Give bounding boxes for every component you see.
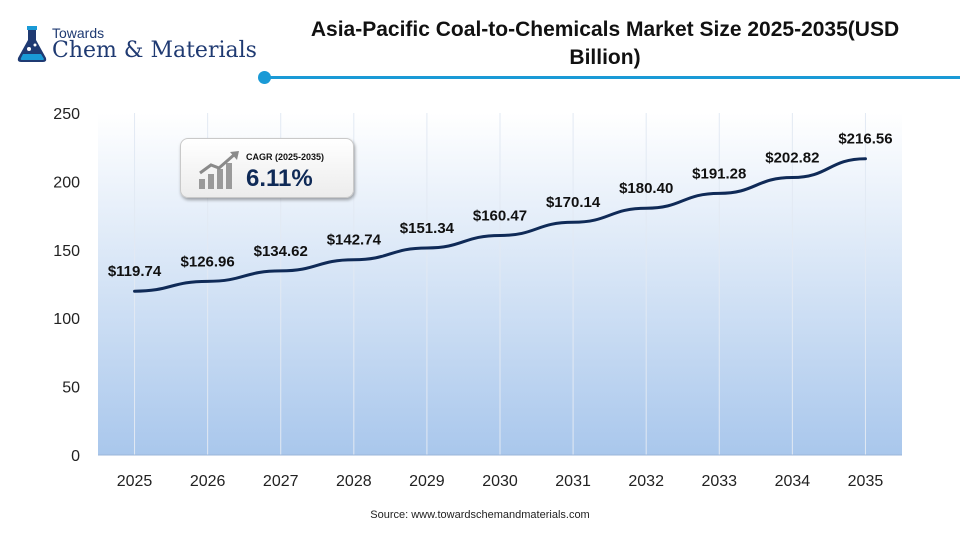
cagr-label: CAGR (2025-2035) — [246, 152, 325, 162]
cagr-badge: CAGR (2025-2035) 6.11% — [180, 138, 354, 198]
data-label: $191.28 — [692, 165, 746, 182]
x-tick-label: 2035 — [848, 473, 884, 490]
brand-logo: Towards Chem & Materials — [14, 18, 264, 66]
cagr-value: 6.11% — [246, 165, 313, 192]
x-tick-label: 2026 — [190, 473, 226, 490]
area-chart: 0 50 100 150 200 250 2025 2026 2027 2028 2029 2030… — [53, 106, 902, 490]
x-tick-label: 2025 — [117, 473, 153, 490]
data-label: $119.74 — [108, 263, 162, 280]
y-tick-label: 150 — [53, 243, 80, 260]
y-tick-label: 0 — [71, 448, 80, 465]
data-label: $180.40 — [619, 180, 673, 197]
flask-icon — [17, 26, 47, 62]
x-tick-label: 2034 — [775, 473, 811, 490]
x-tick-label: 2027 — [263, 473, 299, 490]
x-tick-label: 2030 — [482, 473, 518, 490]
x-tick-label: 2033 — [701, 473, 737, 490]
y-tick-label: 50 — [62, 380, 80, 397]
growth-chart-icon — [199, 151, 239, 189]
data-label: $202.82 — [765, 150, 819, 167]
data-label: $216.56 — [838, 131, 892, 148]
x-tick-label: 2029 — [409, 473, 445, 490]
data-label: $151.34 — [400, 220, 455, 237]
x-tick-label: 2032 — [628, 473, 664, 490]
y-tick-label: 200 — [53, 174, 80, 191]
x-tick-label: 2031 — [555, 473, 591, 490]
data-label: $142.74 — [327, 232, 382, 249]
data-label: $134.62 — [254, 243, 308, 260]
data-label: $160.47 — [473, 207, 527, 224]
y-tick-label: 100 — [53, 311, 80, 328]
brand-line2: Chem & Materials — [52, 38, 257, 63]
x-tick-label: 2028 — [336, 473, 372, 490]
data-label: $170.14 — [546, 194, 601, 211]
data-label: $126.96 — [181, 253, 235, 270]
y-tick-label: 250 — [53, 106, 80, 123]
title-divider — [258, 71, 960, 85]
chart-title: Asia-Pacific Coal-to-Chemicals Market Si… — [310, 18, 900, 69]
source-note: Source: www.towardschemandmaterials.com — [370, 509, 590, 521]
brand-line1: Towards — [52, 25, 105, 41]
